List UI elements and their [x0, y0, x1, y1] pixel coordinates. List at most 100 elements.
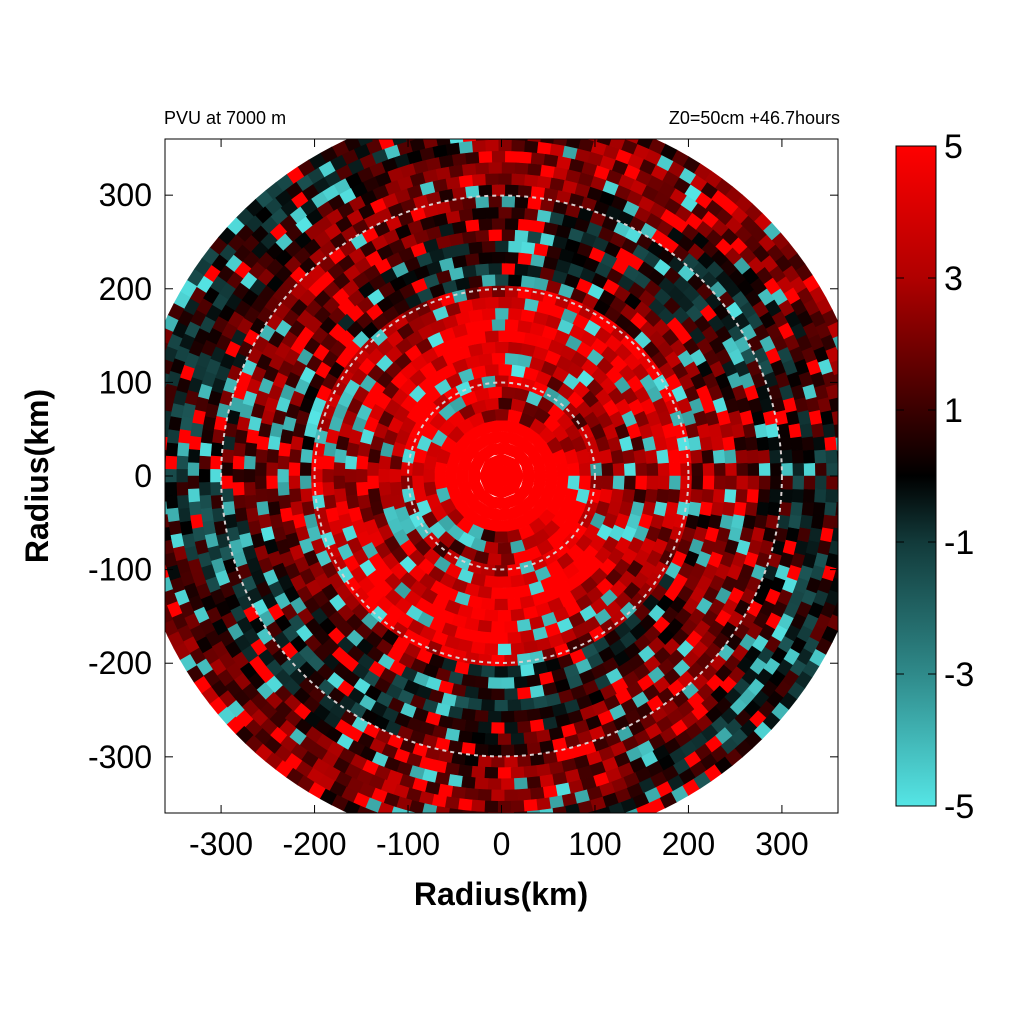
field-cell	[710, 435, 725, 451]
field-cell	[690, 488, 704, 504]
field-cell	[165, 396, 175, 413]
field-cell	[497, 542, 513, 555]
field-cell	[445, 831, 459, 844]
field-cell	[267, 435, 281, 451]
field-cell	[756, 435, 770, 451]
field-cell	[276, 468, 289, 484]
field-cell	[507, 273, 523, 287]
field-cell	[529, 219, 546, 234]
field-cell	[550, 109, 565, 122]
field-cell	[847, 436, 859, 450]
field-cell	[484, 296, 499, 309]
field-cell	[288, 488, 302, 504]
plot-title-left: PVU at 7000 m	[164, 108, 287, 128]
field-cell	[722, 435, 736, 451]
field-cell	[480, 665, 496, 679]
field-cell	[612, 475, 626, 490]
field-cell	[494, 240, 509, 253]
field-cell	[355, 455, 369, 471]
field-cell	[267, 501, 281, 517]
field-cell	[860, 476, 871, 489]
field-cell	[668, 475, 682, 490]
field-cell	[165, 455, 178, 470]
field-cell	[299, 488, 313, 504]
field-cell	[501, 778, 516, 791]
field-cell	[187, 488, 201, 503]
field-cell	[487, 710, 502, 724]
field-cell	[400, 475, 413, 491]
field-cell	[724, 448, 737, 464]
field-cell	[299, 475, 312, 490]
field-cell	[490, 587, 506, 600]
colorbar-ticks: 5 3 1 -1 -3 -5	[896, 128, 974, 826]
field-cell	[517, 251, 532, 266]
field-cell	[757, 488, 771, 503]
field-cell	[165, 383, 178, 400]
field-cell	[471, 732, 486, 746]
field-cell	[507, 665, 523, 679]
field-cell	[691, 475, 704, 490]
field-cell	[165, 482, 178, 497]
x-tick-label: -300	[189, 826, 253, 862]
field-cell	[322, 494, 337, 511]
field-cell	[378, 468, 390, 484]
field-cell	[511, 106, 525, 118]
field-cell	[510, 330, 526, 344]
field-cell	[578, 461, 592, 477]
field-cell	[814, 475, 828, 490]
field-cell	[485, 106, 498, 118]
field-cell	[449, 139, 464, 144]
field-cell	[187, 449, 201, 464]
field-cell	[590, 461, 603, 477]
field-cell	[520, 697, 536, 712]
field-cell	[187, 462, 200, 477]
field-cell	[497, 139, 512, 152]
field-cell	[622, 448, 636, 464]
field-cell	[165, 607, 174, 624]
field-cell	[254, 448, 268, 464]
field-cell	[288, 475, 301, 490]
field-cell	[833, 423, 838, 438]
field-cell	[477, 184, 493, 197]
field-cell	[620, 139, 638, 155]
field-cell	[232, 482, 245, 497]
field-cell	[826, 475, 838, 490]
field-cell	[803, 475, 816, 490]
field-cell	[145, 514, 158, 528]
field-cell	[497, 733, 512, 746]
field-cell	[321, 482, 335, 497]
field-cell	[657, 475, 671, 490]
field-cell	[622, 488, 636, 504]
field-cell	[556, 475, 570, 491]
field-cell	[365, 797, 383, 813]
field-cell	[504, 755, 519, 768]
field-cell	[311, 442, 326, 458]
field-cell	[243, 442, 258, 458]
field-cell	[843, 410, 856, 425]
field-cell	[265, 462, 278, 477]
x-tick-label: -100	[376, 826, 440, 862]
field-cell	[435, 139, 451, 147]
field-cell	[667, 488, 681, 504]
field-cell	[477, 318, 493, 333]
field-cell	[855, 410, 868, 425]
field-cell	[467, 274, 483, 289]
field-cell	[504, 150, 519, 163]
field-cell	[176, 442, 190, 457]
field-cell	[321, 468, 334, 484]
field-cell	[523, 765, 539, 779]
field-cell	[845, 423, 858, 437]
field-cell	[468, 118, 482, 130]
field-cell	[355, 481, 369, 497]
field-cell	[491, 184, 506, 197]
field-cell	[733, 435, 748, 451]
field-cell	[544, 475, 558, 491]
field-cell	[504, 251, 519, 264]
field-cell	[504, 586, 519, 600]
field-cell	[514, 161, 529, 175]
field-cell	[488, 139, 502, 141]
field-cell	[144, 502, 156, 516]
field-cell	[600, 120, 616, 135]
field-cell	[494, 307, 509, 320]
field-cell	[299, 462, 312, 477]
